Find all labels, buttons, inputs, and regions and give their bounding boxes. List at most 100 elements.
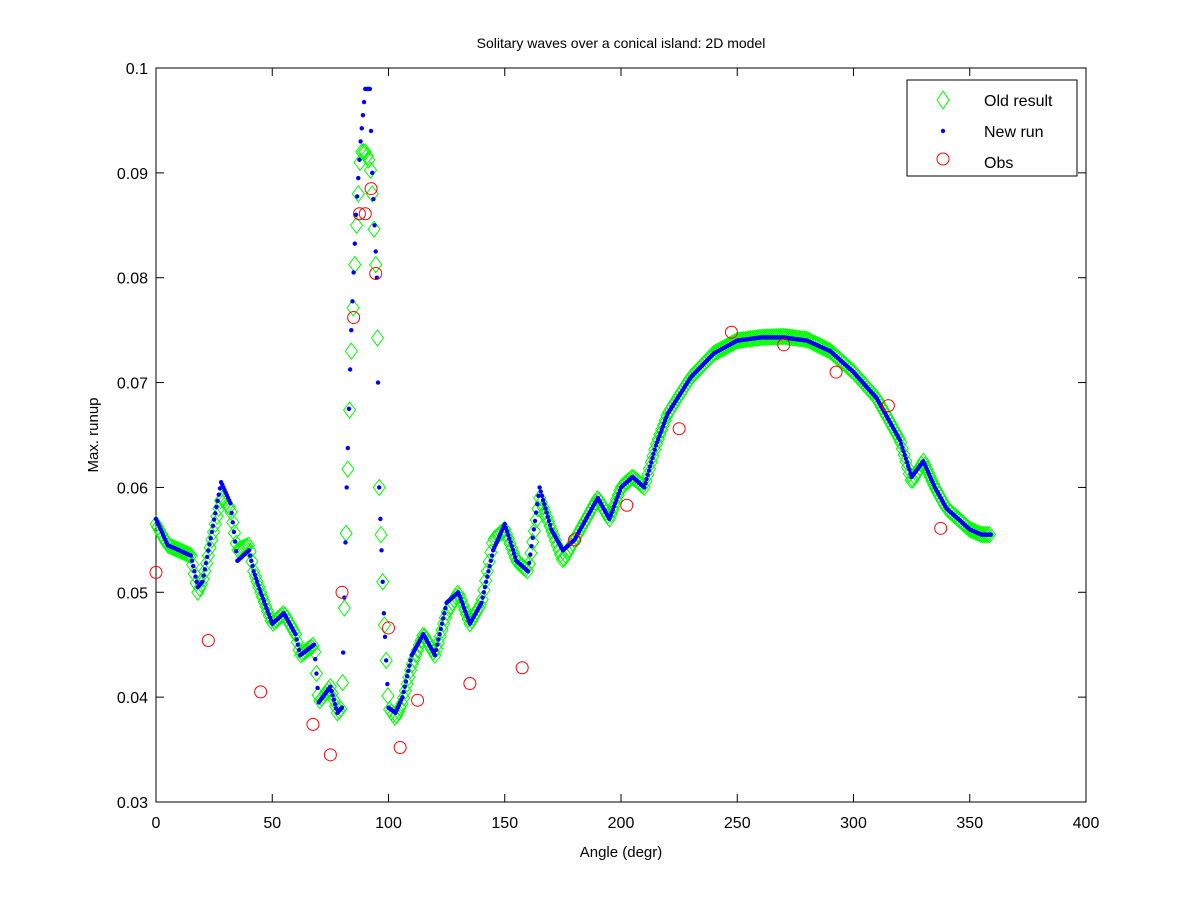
- old-result-marker: [161, 536, 175, 555]
- new-run-marker: [193, 574, 198, 579]
- old-result-marker: [979, 525, 993, 544]
- new-run-marker: [203, 560, 209, 566]
- new-run-marker: [504, 529, 510, 534]
- old-result-marker: [288, 625, 303, 644]
- x-tick-label: 200: [608, 815, 635, 832]
- new-run-marker: [432, 653, 438, 658]
- new-run-marker: [508, 540, 513, 545]
- old-result-marker: [538, 503, 552, 521]
- new-run-marker: [246, 548, 252, 553]
- legend-box: [906, 79, 1078, 177]
- new-run-marker: [488, 558, 493, 564]
- obs-marker: [463, 677, 477, 691]
- new-run-marker: [408, 658, 413, 663]
- old-result-marker: [306, 636, 320, 655]
- new-run-marker: [367, 86, 373, 92]
- new-run-marker: [340, 650, 346, 655]
- old-result-marker: [262, 607, 276, 625]
- legend-diamond-icon: [936, 90, 950, 110]
- new-run-marker: [378, 516, 383, 522]
- old-result-marker: [982, 525, 997, 544]
- old-result-marker: [248, 567, 263, 586]
- old-result-marker: [334, 700, 348, 718]
- obs-marker: [620, 498, 634, 512]
- old-result-marker: [367, 220, 381, 239]
- old-result-marker: [458, 600, 472, 619]
- obs-marker: [411, 693, 425, 707]
- new-run-marker: [358, 139, 363, 144]
- y-tick-label: 0.07: [117, 376, 148, 393]
- legend-label-old: Old result: [984, 93, 1053, 110]
- old-result-marker: [222, 498, 236, 516]
- ticks: 0 50 100 150 200 250 300 350 400 0.03 0.04 0.05 0.06…: [117, 61, 1100, 832]
- new-run-marker: [252, 572, 258, 578]
- chart-title: Solitary waves over a conical island: 2D…: [477, 35, 766, 51]
- obs-marker: [393, 740, 407, 754]
- new-run-marker: [189, 558, 195, 564]
- new-run-marker: [502, 521, 507, 527]
- new-run-marker: [489, 553, 495, 558]
- obs-marker: [881, 399, 895, 413]
- old-result-marker: [346, 299, 360, 317]
- new-run-marker: [436, 637, 441, 642]
- series-obs: [149, 182, 948, 762]
- new-run-marker: [346, 406, 352, 411]
- old-result-marker: [916, 452, 930, 471]
- old-result-marker: [360, 146, 374, 165]
- new-run-marker: [435, 642, 440, 647]
- old-result-marker: [247, 562, 261, 581]
- new-run-marker: [214, 504, 219, 510]
- new-run-marker: [200, 579, 205, 584]
- new-run-marker: [531, 527, 537, 532]
- new-run-marker: [539, 493, 545, 499]
- new-run-marker: [213, 511, 218, 516]
- x-axis-label: Angle (degr): [580, 844, 663, 861]
- old-result-marker: [374, 525, 388, 544]
- new-run-marker: [370, 170, 375, 176]
- x-tick-label: 400: [1073, 815, 1100, 832]
- new-run-marker: [294, 637, 299, 642]
- new-run-marker: [351, 270, 356, 275]
- old-result-marker: [641, 466, 655, 484]
- old-result-marker: [245, 552, 259, 571]
- old-result-marker: [254, 583, 268, 602]
- old-result-marker: [369, 255, 383, 274]
- old-result-marker: [259, 597, 273, 616]
- old-result-marker: [555, 550, 569, 569]
- new-run-marker: [371, 196, 376, 202]
- y-tick-label: 0.06: [117, 480, 148, 497]
- old-result-marker: [927, 475, 941, 494]
- old-result-marker: [260, 602, 275, 620]
- new-run-marker: [230, 520, 235, 525]
- old-result-marker: [454, 591, 468, 609]
- old-result-marker: [524, 544, 538, 562]
- old-result-marker: [904, 471, 918, 489]
- new-run-marker: [537, 485, 542, 490]
- new-run-marker: [650, 455, 655, 461]
- new-run-marker: [353, 212, 359, 217]
- new-run-marker: [439, 621, 445, 626]
- new-run-marker: [206, 548, 211, 553]
- x-tick-label: 350: [956, 815, 983, 832]
- y-tick-label: 0.05: [117, 585, 148, 602]
- old-result-marker: [531, 500, 545, 518]
- new-run-marker: [509, 543, 514, 549]
- old-result-marker: [213, 491, 228, 510]
- new-run-marker: [511, 551, 517, 556]
- old-result-marker: [363, 161, 378, 180]
- old-result-marker: [801, 331, 815, 349]
- new-run-marker: [368, 128, 374, 134]
- old-result-marker: [438, 608, 453, 627]
- y-tick-label: 0.1: [126, 61, 148, 78]
- new-run-marker: [328, 684, 333, 689]
- new-run-marker: [643, 481, 648, 486]
- x-tick-label: 300: [840, 815, 867, 832]
- obs-marker: [777, 338, 791, 352]
- old-result-marker: [475, 590, 489, 609]
- old-result-marker: [395, 694, 409, 713]
- new-run-marker: [898, 441, 904, 447]
- old-result-marker: [252, 578, 266, 596]
- old-result-marker: [342, 401, 357, 419]
- new-run-marker: [347, 367, 353, 372]
